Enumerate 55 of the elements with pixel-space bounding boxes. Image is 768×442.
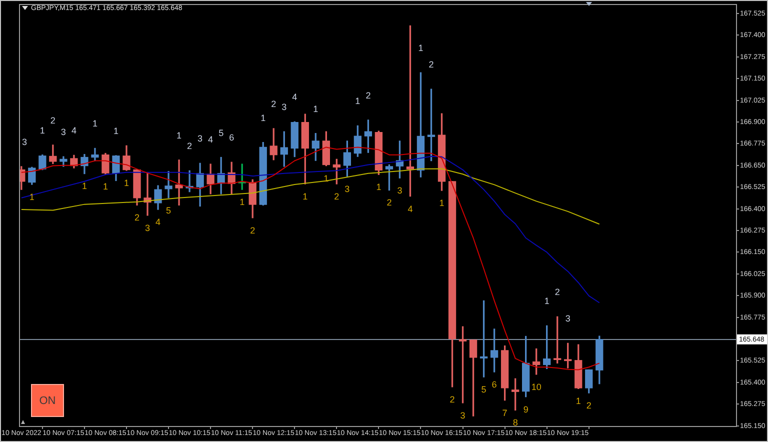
annotation: 1 [40, 125, 45, 136]
annotation: 2 [586, 400, 592, 410]
annotation: 3 [565, 314, 570, 324]
annotation: 3 [344, 184, 350, 194]
annotation: 2 [250, 225, 256, 236]
annotation: 3 [145, 222, 150, 233]
annotation: 2 [271, 98, 276, 109]
toggle-button[interactable]: ON [31, 384, 64, 417]
annotation: 2 [366, 90, 371, 100]
annotation: 1 [113, 126, 118, 136]
annotation: 1 [576, 396, 581, 406]
candlestick [175, 160, 183, 206]
annotation: 1 [82, 181, 87, 192]
annotation: 4 [156, 217, 161, 228]
annotation: 4 [71, 126, 76, 136]
candlestick [164, 171, 172, 198]
annotation: 1 [313, 104, 318, 114]
annotation: 2 [134, 212, 140, 223]
annotation: 9 [523, 404, 528, 414]
annotation: 1 [302, 191, 308, 202]
annotation: 2 [187, 141, 192, 152]
annotation: 5 [218, 128, 224, 138]
annotation: 6 [229, 132, 234, 143]
annotation: 10 [531, 382, 542, 392]
annotation: 1 [376, 182, 382, 192]
annotation: 1 [124, 178, 129, 188]
annotation: 1 [102, 182, 108, 192]
annotation: 2 [450, 394, 455, 404]
annotation: 3 [397, 186, 402, 196]
annotation: 3 [460, 410, 466, 420]
annotation: 3 [60, 127, 66, 138]
annotation: 1 [355, 96, 360, 106]
annotation: 1 [260, 112, 266, 123]
annotation: 4 [292, 92, 298, 102]
annotation: 2 [428, 60, 434, 70]
annotation: 5 [166, 205, 172, 216]
annotation: 1 [544, 296, 550, 306]
annotation: 4 [208, 134, 214, 145]
annotation: 3 [198, 134, 203, 144]
annotation: 3 [282, 102, 287, 112]
annotation: 2 [334, 191, 340, 202]
annotation: 1 [418, 43, 424, 54]
annotation: 1 [439, 198, 444, 208]
annotation: 4 [408, 204, 413, 214]
annotation: 2 [50, 115, 56, 126]
annotation: 5 [481, 384, 486, 395]
annotation: 8 [512, 418, 518, 428]
annotation: 3 [22, 136, 28, 147]
annotation: 2 [386, 198, 392, 208]
annotation: 1 [240, 197, 245, 208]
annotation: 7 [502, 408, 508, 418]
annotation: 1 [92, 118, 98, 129]
annotation: 2 [554, 287, 560, 298]
annotation: 6 [492, 379, 497, 390]
annotation: 1 [176, 130, 182, 140]
